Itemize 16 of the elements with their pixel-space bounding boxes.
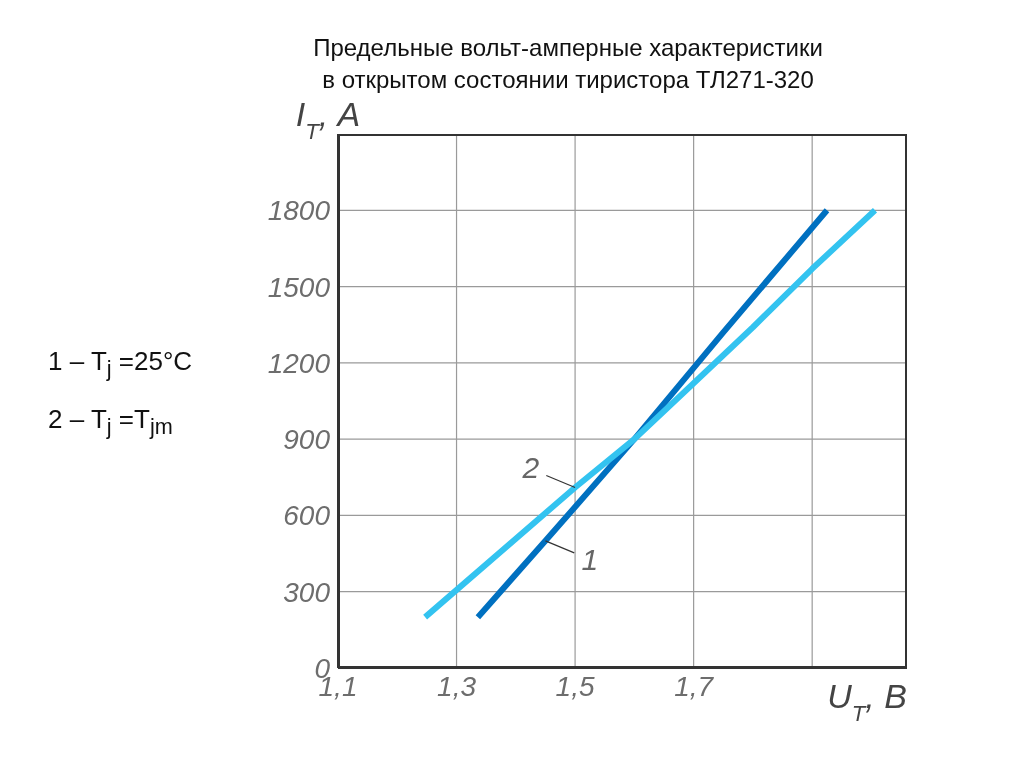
y-tick-label: 600 xyxy=(283,500,331,532)
y-tick-label: 900 xyxy=(283,424,331,456)
y-tick-label: 1500 xyxy=(267,271,331,303)
x-axis-title: U$_{T}$, В xyxy=(827,677,907,726)
x-tick-label: 1,3 xyxy=(437,670,477,702)
text: 2 – T$_{j}$ =T$_{jm}$ xyxy=(48,404,173,441)
x-tick-label: 1,5 xyxy=(555,670,595,702)
series-label: 1 xyxy=(581,543,599,577)
x-tick-label: 1,7 xyxy=(674,670,715,702)
y-tick-label: 1200 xyxy=(267,347,331,379)
chart-title: Предельные вольт-амперные характеристики в открытом состоянии тиристора ТЛ271-320 xyxy=(312,33,824,95)
y-tick-label: 300 xyxy=(283,576,331,608)
text: 1 – T$_{j}$ =25°C xyxy=(48,346,193,383)
y-axis-title: I$_{T}$, А xyxy=(295,95,361,144)
series-label: 2 xyxy=(521,451,540,485)
y-tick-label: 1800 xyxy=(267,195,331,227)
